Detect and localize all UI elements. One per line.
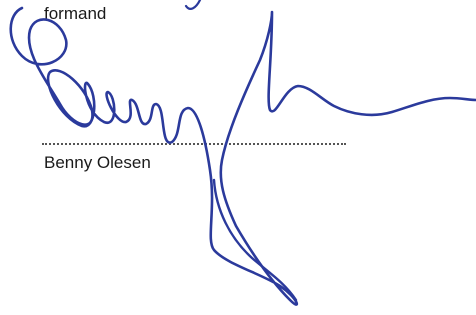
signature-stroke [11, 8, 476, 305]
signature-stroke [186, 0, 200, 9]
page: formand Benny Olesen (() => { const data… [0, 0, 476, 315]
signature [0, 0, 476, 315]
